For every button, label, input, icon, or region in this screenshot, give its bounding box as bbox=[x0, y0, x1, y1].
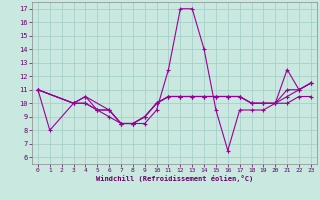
X-axis label: Windchill (Refroidissement éolien,°C): Windchill (Refroidissement éolien,°C) bbox=[96, 175, 253, 182]
